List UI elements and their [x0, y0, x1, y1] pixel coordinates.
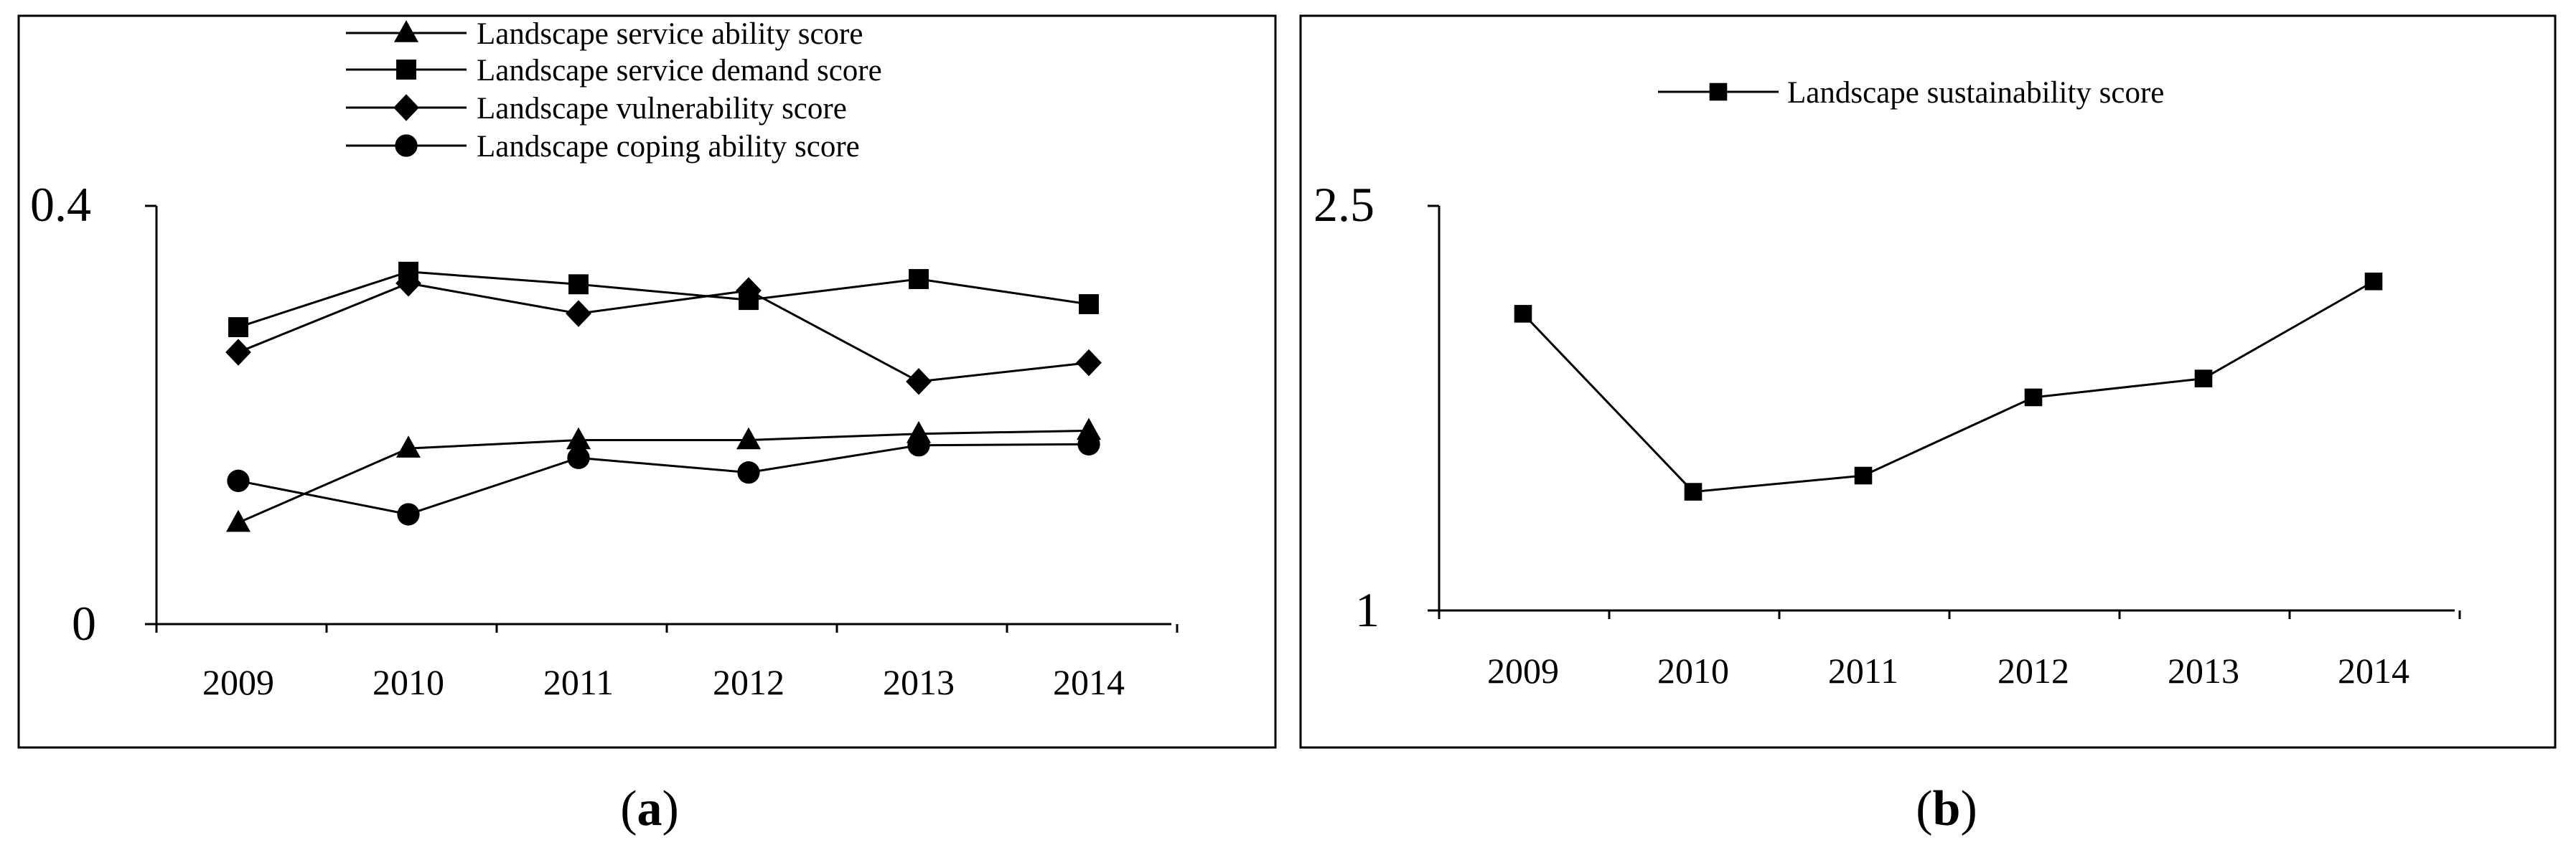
panel-a-series-line-3 — [238, 282, 1090, 383]
panel-a-data-point — [909, 269, 929, 289]
panel-b-y-tick-label-bottom: 1 — [1355, 582, 1380, 637]
panel-a-x-tick-label: 2011 — [543, 662, 614, 702]
panel-b-frame — [1299, 14, 2557, 749]
panel-b-legend-marker — [1709, 82, 1728, 101]
panel-b-legend-label: Landscape sustainability score — [1787, 76, 2164, 110]
panel-b-data-point — [2364, 272, 2383, 291]
panel-a-data-point — [226, 509, 250, 532]
panel-a-data-point — [225, 339, 251, 366]
panel-a-x-tick-label: 2012 — [713, 662, 784, 702]
panel-a-data-point — [736, 277, 762, 304]
panel-b-x-tick-label: 2012 — [1997, 651, 2069, 691]
panel-b-x-tick-label: 2010 — [1657, 651, 1729, 691]
panel-a-x-tick-label: 2014 — [1053, 662, 1125, 702]
panel-a-data-point — [907, 434, 930, 457]
panel-a-data-point — [397, 503, 420, 526]
panel-a-series-line-4 — [238, 443, 1090, 516]
panel-b-data-point — [1854, 466, 1873, 485]
panel-a-letter: a — [637, 781, 662, 836]
panel-a-series-line-1 — [238, 429, 1090, 524]
panel-b-x-tick-label: 2011 — [1828, 651, 1898, 691]
panel-b-x-tick-label: 2009 — [1487, 651, 1559, 691]
panel-a-data-point — [227, 469, 250, 492]
panel-b-data-point — [1684, 483, 1702, 501]
panel-a-data-point — [737, 461, 760, 484]
panel-b-data-point — [2024, 388, 2043, 407]
panel-a-label: (a) — [620, 781, 679, 836]
panel-a-legend-label: Landscape service ability score — [477, 17, 863, 51]
panel-a-x-tick-label: 2010 — [373, 662, 444, 702]
panel-b-x-tick-label: 2013 — [2168, 651, 2239, 691]
panel-a-legend-marker — [394, 20, 418, 42]
panel-a: 0.4 0 2009 2010 2011 2012 2013 2014 Landscape… — [17, 14, 1277, 836]
panel-a-data-point — [395, 270, 421, 297]
panel-a-data-point — [566, 300, 591, 327]
panel-b-x-ticks: 2009 2010 2011 2012 2013 2014 — [1428, 204, 2461, 691]
panel-a-y-tick-label-bottom: 0 — [72, 596, 96, 651]
panel-b: 2.5 1 2009 2010 2011 2012 2013 2014 Landscape… — [1299, 14, 2557, 836]
panel-b-data-point — [1514, 305, 1532, 323]
panel-a-data-point — [736, 427, 761, 450]
panel-a-data-point — [906, 368, 932, 395]
panel-a-data-point — [566, 427, 591, 450]
panel-a-data-point — [1076, 349, 1102, 377]
panel-b-series-line-1 — [1522, 280, 2374, 494]
panel-b-data-point — [2194, 369, 2213, 387]
panel-a-x-tick-label: 2013 — [883, 662, 955, 702]
panel-a-legend-label: Landscape vulnerability score — [477, 92, 847, 126]
panel-a-legend-marker — [393, 94, 419, 121]
panel-a-data-point — [228, 317, 248, 338]
panel-a-legend-marker — [396, 60, 416, 80]
panel-a-y-tick-label-top: 0.4 — [30, 177, 91, 232]
panel-a-x-tick-label: 2009 — [202, 662, 274, 702]
panel-a-data-point — [396, 435, 421, 458]
panel-b-y-tick-label-top: 2.5 — [1313, 177, 1374, 232]
panel-a-data-point — [1079, 294, 1099, 314]
panel-a-data-point — [1077, 418, 1101, 440]
panel-a-legend: Landscape service ability scoreLandscape… — [346, 17, 882, 164]
panel-b-x-tick-label: 2014 — [2338, 651, 2409, 691]
panel-b-letter: b — [1933, 781, 1961, 836]
panel-a-data-point — [568, 274, 589, 295]
panel-a-legend-marker — [395, 134, 418, 157]
panel-a-data-point — [1077, 433, 1100, 456]
panel-b-series — [1514, 272, 2383, 501]
panel-b-legend: Landscape sustainability score — [1658, 76, 2164, 110]
panel-a-data-point — [567, 446, 590, 469]
panel-a-frame — [17, 14, 1277, 749]
panel-a-series-line-2 — [238, 270, 1090, 329]
panel-a-series — [225, 261, 1102, 532]
panel-a-legend-label: Landscape service demand score — [477, 54, 882, 88]
panel-a-legend-label: Landscape coping ability score — [477, 130, 860, 164]
panel-b-label: (b) — [1916, 781, 1977, 836]
panel-a-x-ticks: 2009 2010 2011 2012 2013 2014 — [145, 204, 1179, 702]
